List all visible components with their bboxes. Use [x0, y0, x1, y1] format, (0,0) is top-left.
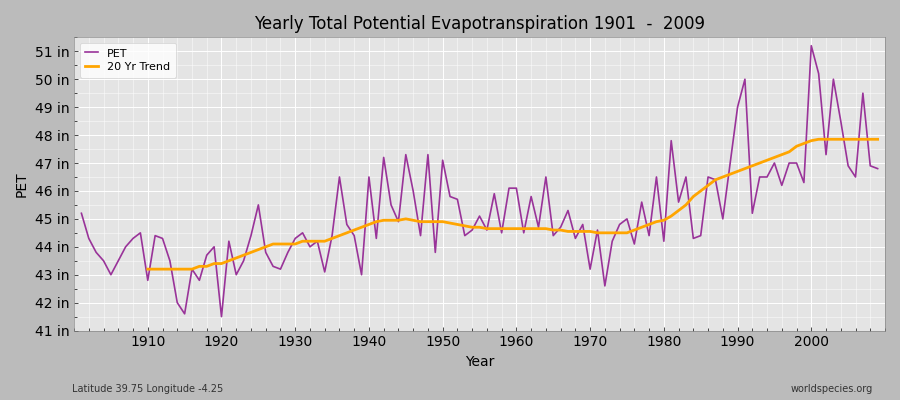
PET [607, 239, 617, 244]
Y-axis label: PET: PET [15, 171, 29, 197]
PET [216, 314, 227, 319]
PET [349, 233, 360, 238]
Text: worldspecies.org: worldspecies.org [791, 384, 873, 394]
PET [518, 230, 529, 235]
20 Yr Trend [821, 137, 832, 142]
X-axis label: Year: Year [464, 355, 494, 369]
PET [806, 43, 816, 48]
20 Yr Trend [872, 137, 883, 142]
20 Yr Trend [312, 239, 323, 244]
20 Yr Trend [518, 226, 529, 231]
Text: Latitude 39.75 Longitude -4.25: Latitude 39.75 Longitude -4.25 [72, 384, 223, 394]
PET [511, 186, 522, 190]
PET [135, 230, 146, 235]
20 Yr Trend [814, 137, 824, 142]
Title: Yearly Total Potential Evapotranspiration 1901  -  2009: Yearly Total Potential Evapotranspiratio… [254, 15, 705, 33]
20 Yr Trend [842, 137, 853, 142]
Legend: PET, 20 Yr Trend: PET, 20 Yr Trend [79, 43, 176, 78]
PET [304, 244, 315, 249]
20 Yr Trend [142, 267, 153, 272]
Line: 20 Yr Trend: 20 Yr Trend [148, 139, 878, 269]
PET [872, 166, 883, 171]
Line: PET: PET [81, 46, 878, 317]
20 Yr Trend [283, 242, 293, 246]
20 Yr Trend [577, 229, 588, 234]
PET [76, 211, 86, 216]
